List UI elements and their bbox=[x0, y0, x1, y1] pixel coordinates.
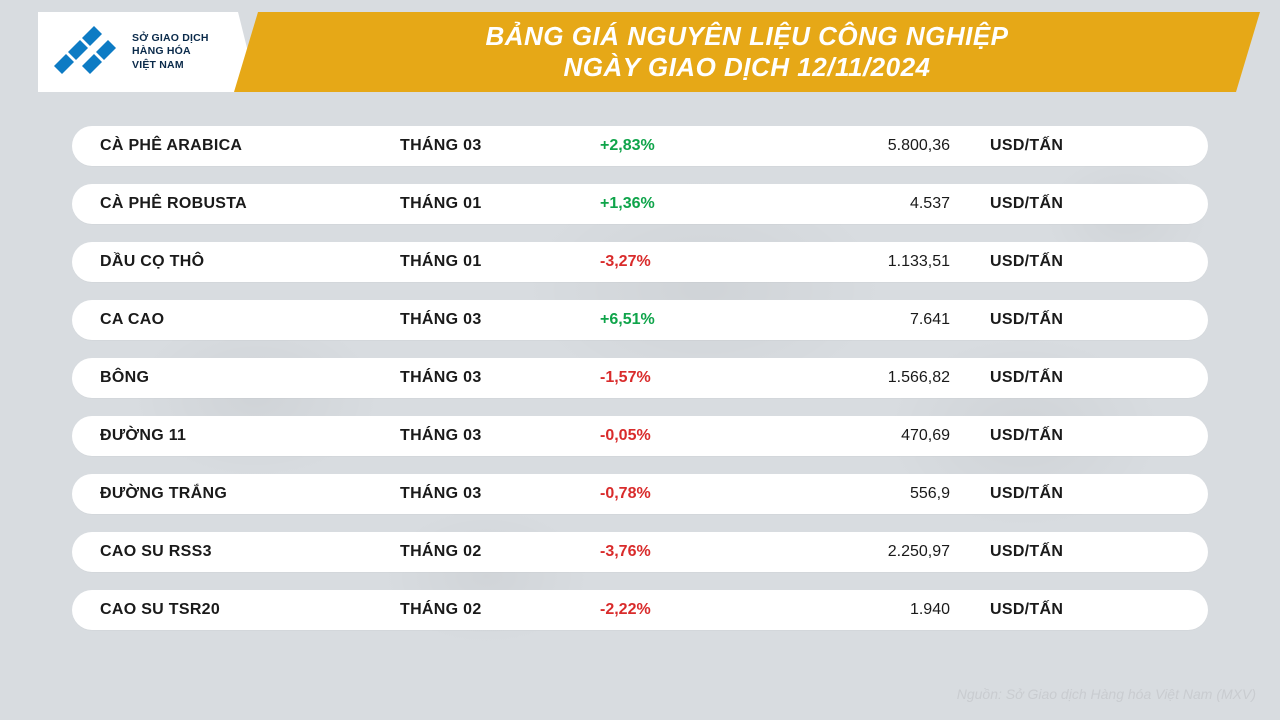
title-line-1: BẢNG GIÁ NGUYÊN LIỆU CÔNG NGHIỆP bbox=[485, 21, 1008, 52]
commodity-name: CÀ PHÊ ARABICA bbox=[100, 137, 400, 155]
price-value: 1.566,82 bbox=[770, 369, 990, 387]
table-row: CÀ PHÊ ARABICATHÁNG 03+2,83%5.800,36USD/… bbox=[72, 126, 1208, 166]
contract-month: THÁNG 03 bbox=[400, 311, 600, 329]
contract-month: THÁNG 02 bbox=[400, 543, 600, 561]
percent-change: -2,22% bbox=[600, 601, 770, 619]
price-table: CÀ PHÊ ARABICATHÁNG 03+2,83%5.800,36USD/… bbox=[72, 126, 1208, 630]
percent-change: -3,76% bbox=[600, 543, 770, 561]
price-value: 5.800,36 bbox=[770, 137, 990, 155]
commodity-name: DẦU CỌ THÔ bbox=[100, 253, 400, 271]
unit-label: USD/TẤN bbox=[990, 253, 1184, 271]
commodity-name: ĐƯỜNG TRẮNG bbox=[100, 485, 400, 503]
logo-text-l2: HÀNG HÓA bbox=[132, 45, 209, 58]
table-row: DẦU CỌ THÔTHÁNG 01-3,27%1.133,51USD/TẤN bbox=[72, 242, 1208, 282]
table-row: ĐƯỜNG 11THÁNG 03-0,05%470,69USD/TẤN bbox=[72, 416, 1208, 456]
price-value: 1.940 bbox=[770, 601, 990, 619]
price-value: 470,69 bbox=[770, 427, 990, 445]
unit-label: USD/TẤN bbox=[990, 195, 1184, 213]
contract-month: THÁNG 02 bbox=[400, 601, 600, 619]
price-value: 7.641 bbox=[770, 311, 990, 329]
title-bar: BẢNG GIÁ NGUYÊN LIỆU CÔNG NGHIỆP NGÀY GI… bbox=[234, 12, 1260, 92]
logo-text-l3: VIỆT NAM bbox=[132, 59, 209, 72]
price-value: 2.250,97 bbox=[770, 543, 990, 561]
contract-month: THÁNG 01 bbox=[400, 253, 600, 271]
percent-change: -0,05% bbox=[600, 427, 770, 445]
header: SỞ GIAO DỊCH HÀNG HÓA VIỆT NAM BẢNG GIÁ … bbox=[38, 12, 1260, 92]
source-attribution: Nguồn: Sở Giao dịch Hàng hóa Việt Nam (M… bbox=[957, 686, 1256, 702]
logo-text: SỞ GIAO DỊCH HÀNG HÓA VIỆT NAM bbox=[132, 32, 209, 71]
table-row: CA CAOTHÁNG 03+6,51%7.641USD/TẤN bbox=[72, 300, 1208, 340]
commodity-name: BÔNG bbox=[100, 369, 400, 387]
contract-month: THÁNG 03 bbox=[400, 427, 600, 445]
table-row: BÔNGTHÁNG 03-1,57%1.566,82USD/TẤN bbox=[72, 358, 1208, 398]
unit-label: USD/TẤN bbox=[990, 369, 1184, 387]
percent-change: -1,57% bbox=[600, 369, 770, 387]
percent-change: -0,78% bbox=[600, 485, 770, 503]
commodity-name: CAO SU TSR20 bbox=[100, 601, 400, 619]
commodity-name: ĐƯỜNG 11 bbox=[100, 427, 400, 445]
unit-label: USD/TẤN bbox=[990, 311, 1184, 329]
mxv-logo-icon bbox=[52, 26, 124, 78]
unit-label: USD/TẤN bbox=[990, 485, 1184, 503]
table-row: CAO SU RSS3THÁNG 02-3,76%2.250,97USD/TẤN bbox=[72, 532, 1208, 572]
contract-month: THÁNG 01 bbox=[400, 195, 600, 213]
table-row: CAO SU TSR20THÁNG 02-2,22%1.940USD/TẤN bbox=[72, 590, 1208, 630]
commodity-name: CAO SU RSS3 bbox=[100, 543, 400, 561]
unit-label: USD/TẤN bbox=[990, 543, 1184, 561]
price-value: 556,9 bbox=[770, 485, 990, 503]
title-line-2: NGÀY GIAO DỊCH 12/11/2024 bbox=[563, 52, 930, 83]
commodity-name: CA CAO bbox=[100, 311, 400, 329]
logo-text-l1: SỞ GIAO DỊCH bbox=[132, 32, 209, 45]
percent-change: +6,51% bbox=[600, 311, 770, 329]
contract-month: THÁNG 03 bbox=[400, 485, 600, 503]
price-value: 1.133,51 bbox=[770, 253, 990, 271]
contract-month: THÁNG 03 bbox=[400, 369, 600, 387]
unit-label: USD/TẤN bbox=[990, 601, 1184, 619]
price-value: 4.537 bbox=[770, 195, 990, 213]
contract-month: THÁNG 03 bbox=[400, 137, 600, 155]
unit-label: USD/TẤN bbox=[990, 137, 1184, 155]
logo-card: SỞ GIAO DỊCH HÀNG HÓA VIỆT NAM bbox=[38, 12, 238, 92]
commodity-name: CÀ PHÊ ROBUSTA bbox=[100, 195, 400, 213]
percent-change: +2,83% bbox=[600, 137, 770, 155]
unit-label: USD/TẤN bbox=[990, 427, 1184, 445]
table-row: CÀ PHÊ ROBUSTATHÁNG 01+1,36%4.537USD/TẤN bbox=[72, 184, 1208, 224]
table-row: ĐƯỜNG TRẮNGTHÁNG 03-0,78%556,9USD/TẤN bbox=[72, 474, 1208, 514]
percent-change: +1,36% bbox=[600, 195, 770, 213]
percent-change: -3,27% bbox=[600, 253, 770, 271]
